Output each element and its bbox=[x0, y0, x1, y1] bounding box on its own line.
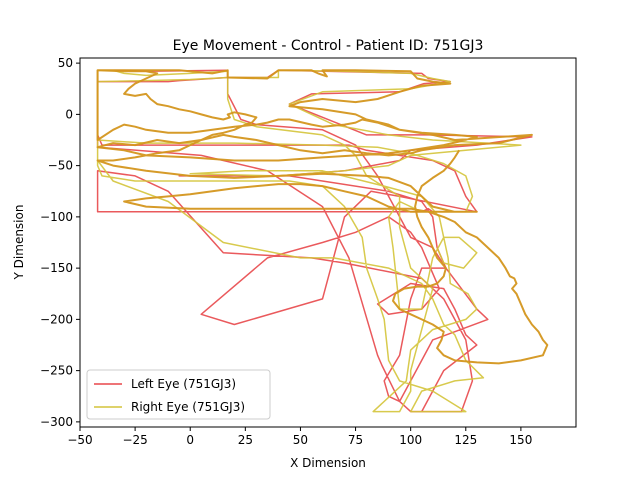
chart-title: Eye Movement - Control - Patient ID: 751… bbox=[173, 38, 484, 54]
plot-area bbox=[79, 57, 577, 428]
legend-label-left-eye: Left Eye (751GJ3) bbox=[131, 377, 236, 391]
y-tick-label: 50 bbox=[58, 56, 73, 70]
plot-frame bbox=[79, 57, 577, 428]
y-tick-label: −150 bbox=[40, 261, 73, 275]
y-tick-label: −250 bbox=[40, 364, 73, 378]
combined-trace-line bbox=[96, 69, 549, 365]
y-tick-label: −200 bbox=[40, 312, 73, 326]
legend-box bbox=[86, 369, 271, 420]
x-tick-label: 0 bbox=[186, 433, 194, 447]
y-axis-ticks: 50 0 −50 −100 −150 −200 −250 −300 bbox=[40, 56, 80, 429]
x-tick-label: 125 bbox=[454, 433, 477, 447]
x-tick-label: 150 bbox=[509, 433, 532, 447]
x-axis-label: X Dimension bbox=[290, 456, 366, 470]
x-tick-label: 100 bbox=[399, 433, 422, 447]
y-tick-label: −50 bbox=[48, 159, 73, 173]
x-tick-label: 25 bbox=[238, 433, 253, 447]
y-tick-label: 0 bbox=[65, 107, 73, 121]
x-tick-label: 75 bbox=[348, 433, 363, 447]
legend: Left Eye (751GJ3) Right Eye (751GJ3) bbox=[86, 369, 271, 420]
y-tick-label: −300 bbox=[40, 415, 73, 429]
left-eye-line bbox=[96, 69, 533, 413]
legend-label-right-eye: Right Eye (751GJ3) bbox=[131, 400, 245, 414]
series-layer bbox=[96, 69, 549, 413]
x-axis-ticks: −50 −25 0 25 50 75 100 125 150 bbox=[67, 427, 532, 447]
y-tick-label: −100 bbox=[40, 210, 73, 224]
x-tick-label: −25 bbox=[122, 433, 147, 447]
x-tick-label: 50 bbox=[293, 433, 308, 447]
y-axis-label: Y Dimension bbox=[12, 205, 26, 281]
x-tick-label: −50 bbox=[67, 433, 92, 447]
